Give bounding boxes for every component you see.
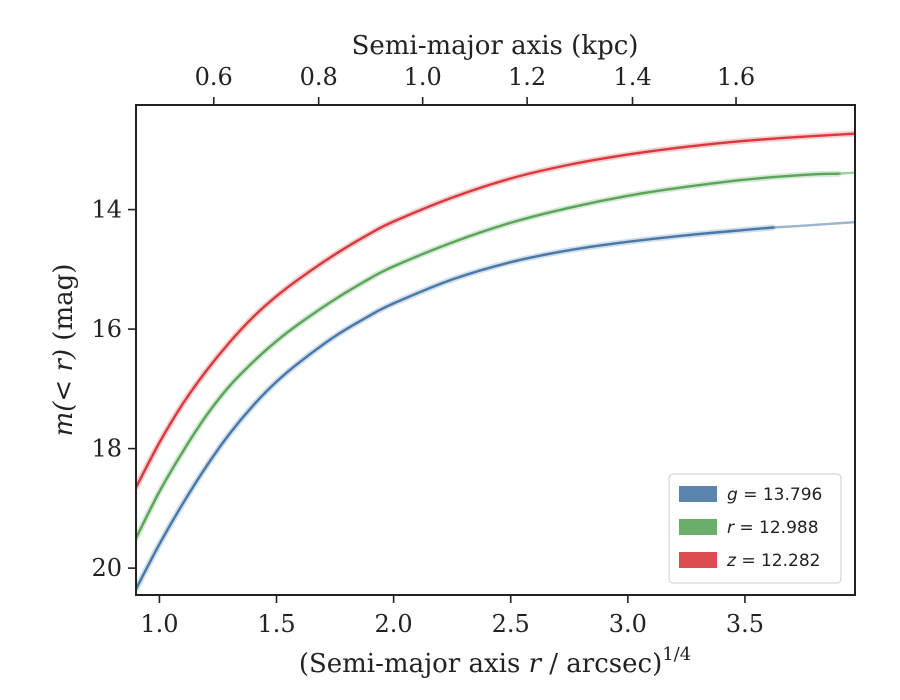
legend-label: z = 12.282	[726, 551, 820, 571]
x-tick-label: 3.5	[726, 610, 764, 638]
series-r-line	[136, 172, 840, 540]
y-axis-label: m(< r) (mag)	[49, 264, 79, 437]
x-tick-label: 2.0	[375, 610, 413, 638]
x-axis-label: (Semi-major axis r / arcsec)1/4	[299, 644, 691, 679]
x-tick-label: 2.5	[492, 610, 530, 638]
x-tick-label: 3.0	[609, 610, 647, 638]
y-tick-label: 14	[91, 196, 122, 224]
ticks-layer: 1.0 1.5 2.0 2.5 3.0 3.5 14 16 18 20 0.6 0.8 1.0 1.2 1.…	[91, 63, 764, 638]
y-tick-label: 20	[91, 554, 122, 582]
legend-label: g = 13.796	[727, 485, 822, 505]
plot-frame	[135, 104, 856, 596]
x-axis-label-post: / arcsec)	[541, 649, 662, 679]
legend-entry-r: r = 12.988	[679, 518, 819, 538]
top-x-tick-label: 1.0	[404, 63, 442, 91]
top-x-tick-label: 1.6	[717, 63, 755, 91]
x-axis-label-pre: (Semi-major axis	[299, 649, 529, 679]
series-z-line	[136, 132, 855, 489]
legend-label: r = 12.988	[727, 518, 819, 538]
top-axis-label: Semi-major axis (kpc)	[352, 31, 639, 61]
top-x-tick-label: 0.6	[195, 63, 233, 91]
legend-swatch	[679, 486, 717, 502]
series-g-extrapolation	[771, 220, 855, 229]
top-x-tick-label: 0.8	[300, 63, 338, 91]
top-x-tick-label: 1.4	[613, 63, 651, 91]
x-tick-label: 1.0	[140, 610, 178, 638]
series-g-line	[136, 226, 775, 591]
x-tick-label: 1.5	[257, 610, 295, 638]
series-layer	[136, 130, 855, 593]
legend-entry-z: z = 12.282	[679, 551, 820, 571]
legend-entry-g: g = 13.796	[679, 485, 822, 505]
y-tick-label: 16	[91, 315, 122, 343]
top-x-tick-label: 1.2	[508, 63, 546, 91]
series-r-extrapolation	[837, 171, 855, 175]
y-axis-label-unit: (mag)	[49, 264, 79, 349]
legend: g = 13.796 r = 12.988 z = 12.282	[668, 473, 842, 584]
legend-swatch	[679, 519, 717, 535]
legend-swatch	[679, 552, 717, 568]
y-axis-label-math: m(< r)	[49, 349, 79, 436]
x-axis-label-var: r	[529, 649, 543, 679]
x-axis-label-exponent: 1/4	[662, 644, 691, 665]
y-tick-label: 18	[91, 435, 122, 463]
